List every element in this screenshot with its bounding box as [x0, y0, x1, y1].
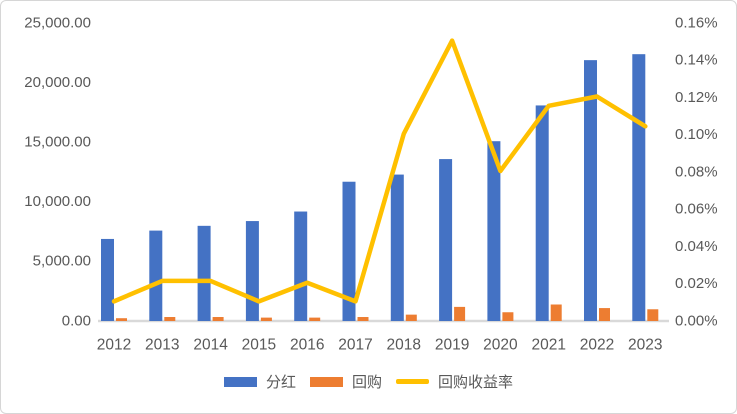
dividend-bar	[342, 181, 356, 321]
legend-item-yield: 回购收益率	[396, 371, 513, 392]
buyback-bar	[212, 317, 224, 321]
right-axis-tick: 0.06%	[675, 201, 718, 218]
legend-label-yield: 回购收益率	[438, 374, 514, 391]
buyback-bar	[550, 304, 562, 321]
buyback-bar	[454, 306, 466, 321]
chart-legend: 分红 回购 回购收益率	[1, 371, 736, 392]
x-axis-label: 2012	[97, 336, 131, 353]
dividend-bar	[390, 174, 404, 321]
left-axis-tick: 0.00	[62, 312, 91, 329]
x-axis-label: 2022	[580, 336, 614, 353]
right-axis-tick: 0.04%	[675, 238, 718, 255]
left-axis-tick: 15,000.00	[24, 133, 91, 150]
dividend-bar	[149, 230, 163, 321]
x-axis-label: 2013	[145, 336, 179, 353]
left-axis-tick: 10,000.00	[24, 193, 91, 210]
legend-item-dividend: 分红	[223, 371, 296, 392]
left-axis-tick: 20,000.00	[24, 74, 91, 91]
x-axis-label: 2015	[242, 336, 276, 353]
legend-label-dividend: 分红	[265, 374, 296, 391]
buyback-bar	[260, 317, 272, 321]
right-axis-tick: 0.12%	[675, 89, 718, 106]
right-axis-tick: 0.10%	[675, 126, 718, 143]
yield-line	[111, 38, 648, 304]
dividend-bar	[535, 105, 549, 321]
x-axis-label: 2020	[483, 336, 518, 353]
dividend-bar	[197, 225, 211, 321]
dividend-bar	[584, 60, 597, 321]
dividend-bar	[439, 159, 453, 321]
buyback-bar	[309, 317, 321, 321]
buyback-bar	[502, 312, 514, 321]
x-axis-label: 2019	[435, 336, 469, 353]
right-axis-tick: 0.02%	[675, 275, 718, 292]
legend-label-buyback: 回购	[351, 374, 382, 391]
dividend-bar	[245, 221, 259, 321]
dividend-bar	[294, 211, 308, 321]
dividend-bar	[632, 54, 646, 322]
right-axis-tick: 0.08%	[675, 163, 718, 180]
yield-line-swatch-icon	[396, 379, 429, 384]
right-axis-tick: 0.16%	[675, 14, 718, 31]
buyback-bar	[647, 309, 659, 321]
dividend-bar	[101, 238, 114, 321]
right-axis-tick: 0.14%	[675, 52, 718, 69]
x-axis-label: 2017	[338, 336, 372, 353]
dividend-swatch-icon	[223, 376, 257, 387]
buyback-bar	[405, 314, 417, 321]
buyback-bar	[116, 318, 127, 321]
dividend-bar	[487, 141, 501, 321]
x-axis-label: 2016	[290, 336, 324, 353]
buyback-bar	[164, 317, 176, 321]
right-axis-tick: 0.00%	[675, 312, 718, 329]
left-axis-tick: 25,000.00	[24, 14, 91, 31]
x-axis-label: 2023	[628, 336, 662, 353]
buyback-bar	[599, 308, 610, 321]
x-axis-label: 2018	[387, 336, 421, 353]
buyback-bar	[357, 317, 369, 321]
x-axis-label: 2014	[193, 336, 228, 353]
left-axis-tick: 5,000.00	[33, 253, 91, 270]
x-axis-label: 2021	[531, 336, 565, 353]
buyback-swatch-icon	[309, 376, 343, 387]
legend-item-buyback: 回购	[309, 371, 382, 392]
